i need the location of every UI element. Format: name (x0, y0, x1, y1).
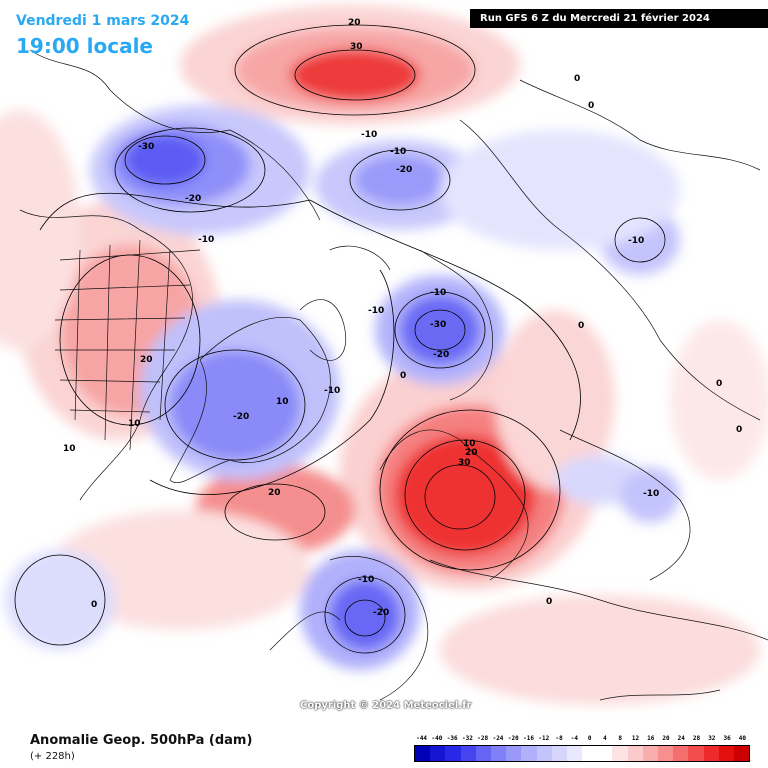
contour-label: -10 (628, 236, 644, 246)
contour-label: -10 (643, 489, 659, 499)
contour-label: -20 (373, 608, 389, 618)
legend-tick-label: 24 (677, 735, 685, 742)
anomaly-map: 20 30 -10 -30 -20 -10 -20 -10 0 0 -10 -3… (0, 5, 768, 705)
contour-label: -10 (390, 147, 406, 157)
legend-tick-label: 32 (708, 735, 716, 742)
forecast-time: 19:00 locale (16, 34, 153, 58)
contour-label: -30 (138, 142, 154, 152)
legend-tick-label: -8 (555, 735, 563, 742)
legend-tick-label: 12 (631, 735, 640, 742)
forecast-date: Vendredi 1 mars 2024 (16, 13, 190, 29)
contour-label: 10 (128, 419, 141, 429)
legend-color-swatch (536, 746, 552, 761)
legend-tick-label: -40 (431, 735, 443, 742)
legend-color-swatch (430, 746, 446, 761)
coastlines (19, 49, 768, 701)
contour-label: -10 (361, 130, 377, 140)
contour-label: 20 (465, 448, 478, 458)
legend-tick-label: 8 (618, 735, 622, 742)
legend-color-swatch (566, 746, 583, 761)
contour-label: -10 (198, 235, 214, 245)
run-info: Run GFS 6 Z du Mercredi 21 février 2024 (470, 9, 768, 28)
legend-color-swatch (733, 746, 750, 761)
legend-color-swatch (703, 746, 719, 761)
legend-color-swatch (460, 746, 476, 761)
legend-tick-labels: -44 -40 -36 -32 -28 -24 -20 -16 -12 -8 -4 0 4 8 12 16 20… (414, 735, 750, 745)
legend-color-swatch (475, 746, 491, 761)
legend-color-swatch (415, 746, 431, 761)
legend-color-swatch (612, 746, 628, 761)
contour-label: 20 (348, 18, 361, 28)
legend-tick-label: -44 (416, 735, 428, 742)
legend-color-swatch (658, 746, 674, 761)
contour-label: 0 (578, 321, 584, 331)
contour-label: -10 (358, 575, 374, 585)
contour-label: 0 (736, 425, 742, 435)
contour-label: 0 (546, 597, 552, 607)
contour-label: -20 (185, 194, 201, 204)
legend-color-swatch (551, 746, 567, 761)
copyright: Copyright © 2024 Meteociel.fr (300, 700, 472, 711)
anomaly-fill-layer (0, 5, 768, 705)
legend-color-swatch (506, 746, 522, 761)
contour-label: -30 (430, 320, 446, 330)
legend-color-swatch (688, 746, 704, 761)
contour-label: 20 (140, 355, 153, 365)
contour-label: 10 (63, 444, 76, 454)
legend-color-swatch (673, 746, 689, 761)
contour-label: -10 (368, 306, 384, 316)
variable-title: Anomalie Geop. 500hPa (dam) (30, 733, 253, 748)
legend-tick-label: 36 (723, 735, 731, 742)
contour-label: -10 (430, 288, 446, 298)
legend-color-swatch (521, 746, 537, 761)
legend-color-swatch (642, 746, 658, 761)
contour-labels: 20 30 -10 -30 -20 -10 -20 -10 0 0 -10 -3… (63, 18, 742, 618)
legend-tick-label: -32 (462, 735, 473, 742)
legend-color-swatch (718, 746, 734, 761)
legend-tick-label: -16 (523, 735, 534, 742)
legend-tick-label: 40 (738, 735, 746, 742)
legend-tick-label: -28 (477, 735, 489, 742)
legend-tick-label: -20 (507, 735, 519, 742)
legend-tick-label: -36 (446, 735, 458, 742)
legend-tick-label: -4 (570, 735, 578, 742)
legend-tick-label: 20 (662, 735, 670, 742)
lead-time: (+ 228h) (30, 751, 75, 762)
contour-label: 30 (458, 458, 471, 468)
legend-tick-label: -12 (538, 735, 550, 742)
legend-tick-label: 0 (587, 735, 592, 742)
color-scale-bar (414, 745, 750, 762)
contour-label: -20 (433, 350, 449, 360)
contour-label: -20 (396, 165, 412, 175)
contour-label: 0 (716, 379, 722, 389)
contour-label: 0 (588, 101, 594, 111)
legend-color-swatch (627, 746, 643, 761)
contour-label: 30 (350, 42, 363, 52)
contour-label: 10 (276, 397, 289, 407)
contour-label: -10 (324, 386, 340, 396)
legend-tick-label: 16 (647, 735, 655, 742)
legend-color-swatch (597, 746, 613, 761)
contour-label: 0 (91, 600, 97, 610)
contour-label: -20 (233, 412, 249, 422)
legend-tick-label: 28 (692, 735, 701, 742)
legend-color-swatch (582, 746, 598, 761)
contour-label: 0 (400, 371, 406, 381)
legend-tick-label: -24 (492, 735, 504, 742)
contour-label: 10 (463, 439, 476, 449)
contour-label: 0 (574, 74, 580, 84)
legend-color-swatch (490, 746, 507, 761)
contour-lines (14, 24, 666, 654)
contour-label: 20 (268, 488, 281, 498)
legend-color-swatch (445, 746, 461, 761)
legend-tick-label: 4 (603, 735, 607, 742)
